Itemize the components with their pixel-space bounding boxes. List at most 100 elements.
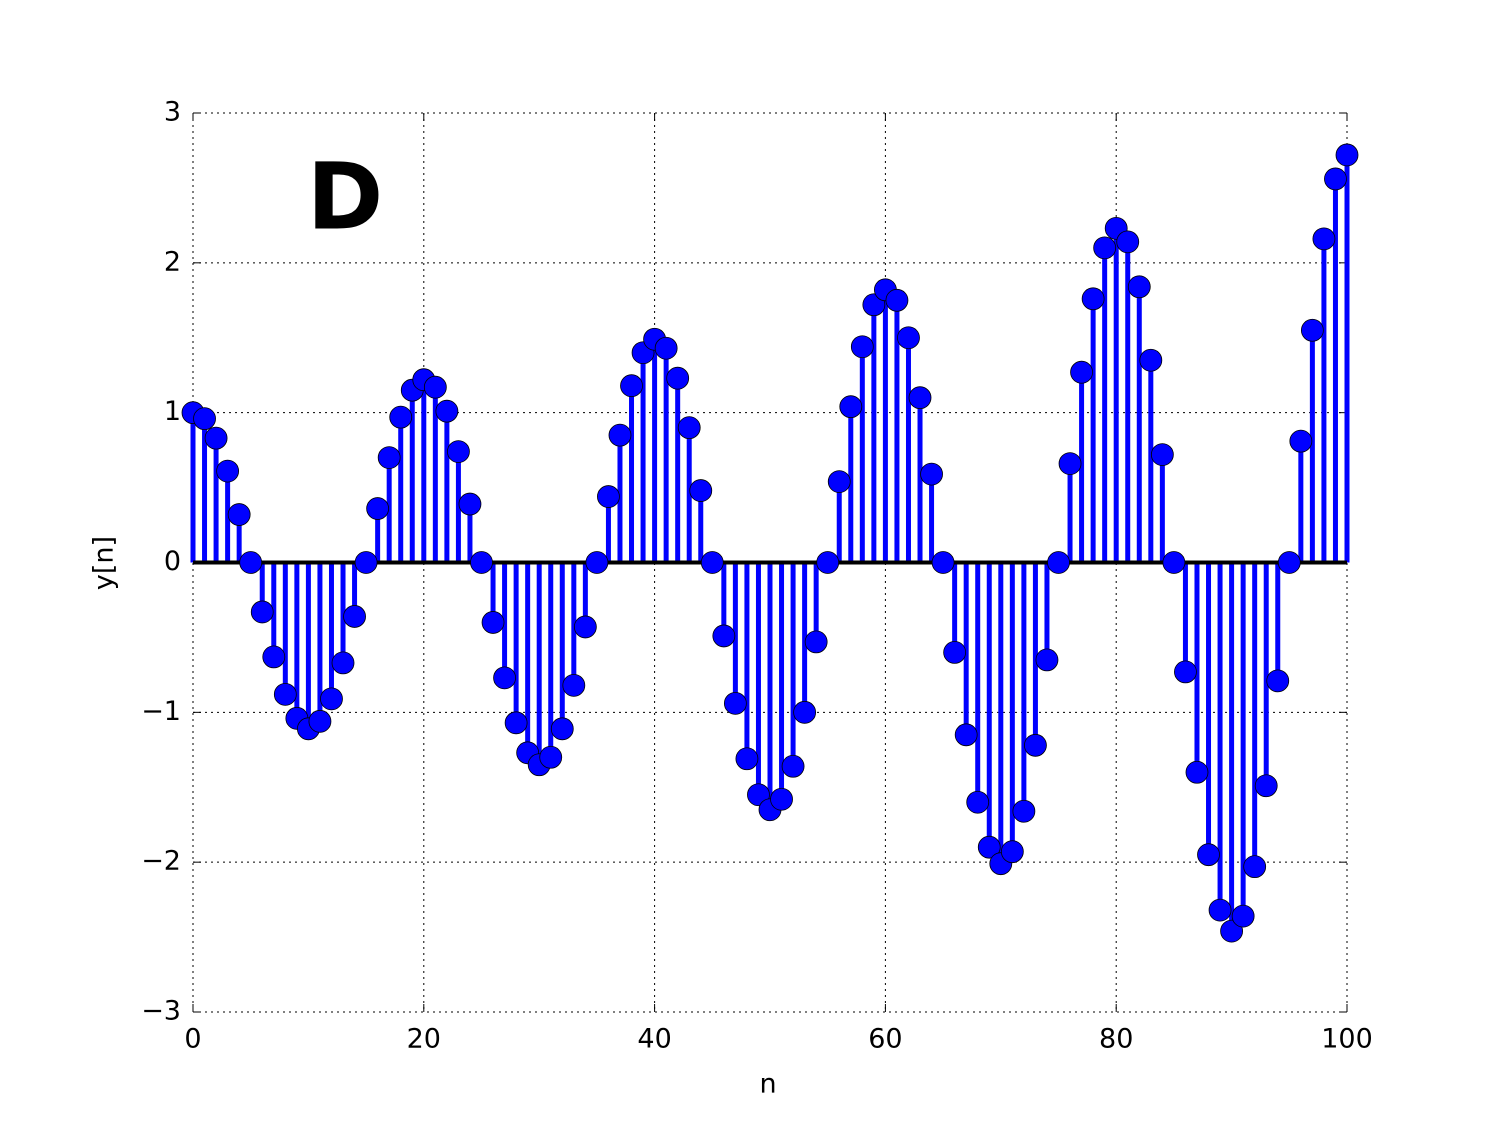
x-tick-label: 80 xyxy=(1099,1024,1133,1055)
x-tick-label: 60 xyxy=(868,1024,902,1055)
stem-marker xyxy=(1277,551,1301,574)
stem-marker xyxy=(481,611,505,634)
y-tick-label: −2 xyxy=(141,846,181,877)
y-tick-label: 1 xyxy=(164,396,181,427)
stem-marker xyxy=(423,375,447,399)
stem-marker xyxy=(389,405,413,429)
stem-marker xyxy=(723,691,747,715)
stem-marker xyxy=(504,711,528,735)
stem-marker xyxy=(1081,287,1105,311)
stem-marker xyxy=(308,709,332,733)
stem-marker xyxy=(1047,551,1070,574)
stem-marker xyxy=(1312,227,1336,251)
stem-marker xyxy=(550,717,574,741)
x-tick-label: 20 xyxy=(407,1024,441,1055)
stem-marker xyxy=(585,551,609,574)
stem-marker xyxy=(897,326,920,350)
stem-marker xyxy=(1324,167,1347,191)
y-tick-label: 0 xyxy=(164,546,181,577)
x-axis-label: n xyxy=(759,1069,776,1100)
stem-marker xyxy=(320,687,343,711)
stem-marker xyxy=(804,630,828,654)
stem-marker xyxy=(666,366,690,390)
stem-marker xyxy=(377,446,401,470)
stem-marker xyxy=(966,790,990,814)
stem-marker xyxy=(977,835,1001,859)
stem-marker xyxy=(366,497,390,520)
y-tick-label: 3 xyxy=(164,97,181,128)
stem-marker xyxy=(539,745,563,769)
stem-marker xyxy=(1127,275,1151,299)
stem-marker xyxy=(458,492,482,516)
stem-marker xyxy=(562,673,586,697)
stem-marker xyxy=(227,503,251,526)
stem-marker xyxy=(273,682,297,706)
stem-marker xyxy=(250,600,274,624)
stem-marker xyxy=(1185,760,1209,784)
stem-marker xyxy=(839,395,863,419)
stem-marker xyxy=(1208,898,1232,922)
stem-marker xyxy=(620,374,643,398)
stem-marker xyxy=(1231,904,1255,928)
stem-marker xyxy=(1300,318,1324,342)
stem-marker xyxy=(1035,648,1059,672)
stem-marker xyxy=(689,479,713,502)
stem-marker xyxy=(1335,143,1359,167)
stem-marker xyxy=(1139,348,1163,372)
stem-marker xyxy=(654,336,678,360)
stem-marker xyxy=(793,700,817,724)
y-tick-label: 2 xyxy=(164,246,181,277)
stem-marker xyxy=(435,399,459,423)
stem-marker xyxy=(1070,360,1093,384)
stem-marker xyxy=(343,605,366,628)
annotation: D xyxy=(307,143,383,250)
stem-marker xyxy=(1162,551,1186,574)
stem-marker xyxy=(447,440,470,464)
stem-marker xyxy=(1024,733,1047,757)
stem-marker xyxy=(1116,230,1140,254)
stem-marker xyxy=(885,288,909,312)
x-tick-label: 40 xyxy=(637,1024,671,1055)
stem-marker xyxy=(262,645,286,669)
stem-marker xyxy=(239,551,263,574)
stem-marker xyxy=(700,551,724,574)
stem-marker xyxy=(920,462,943,486)
x-tick-label: 100 xyxy=(1321,1024,1373,1055)
stem-marker xyxy=(943,641,967,664)
stem-marker xyxy=(908,386,932,410)
stem-marker xyxy=(850,335,874,359)
stem-marker xyxy=(193,407,216,431)
stem-marker xyxy=(1093,236,1117,260)
stem-marker xyxy=(1197,843,1220,867)
stem-marker xyxy=(1289,429,1313,453)
stem-marker xyxy=(331,651,355,675)
stem-marker xyxy=(954,723,978,747)
stem-marker xyxy=(1000,840,1024,864)
stem-marker xyxy=(470,551,493,574)
stem-marker xyxy=(827,470,851,493)
y-tick-label: −1 xyxy=(141,696,181,727)
stem-marker xyxy=(597,485,620,508)
stem-marker xyxy=(931,551,955,574)
stem-marker xyxy=(712,624,736,648)
stem-marker xyxy=(354,551,378,574)
y-axis-label: y[n] xyxy=(89,536,120,590)
stem-marker xyxy=(781,754,805,778)
stem-marker xyxy=(204,426,228,450)
stem-marker xyxy=(1243,855,1267,879)
x-tick-label: 0 xyxy=(184,1024,201,1055)
y-tick-label: −3 xyxy=(141,996,181,1027)
stem-marker xyxy=(735,747,759,771)
stem-marker xyxy=(677,416,701,440)
stem-marker xyxy=(608,423,632,447)
stem-marker xyxy=(1266,669,1290,693)
stem-marker xyxy=(493,666,516,690)
stem-marker xyxy=(1058,452,1082,476)
stem-marker xyxy=(770,787,793,811)
stem-marker xyxy=(1012,799,1036,823)
stem-marker xyxy=(1150,443,1174,467)
stem-marker xyxy=(1174,660,1197,684)
stem-marker xyxy=(216,459,240,483)
stem-marker xyxy=(573,615,597,639)
